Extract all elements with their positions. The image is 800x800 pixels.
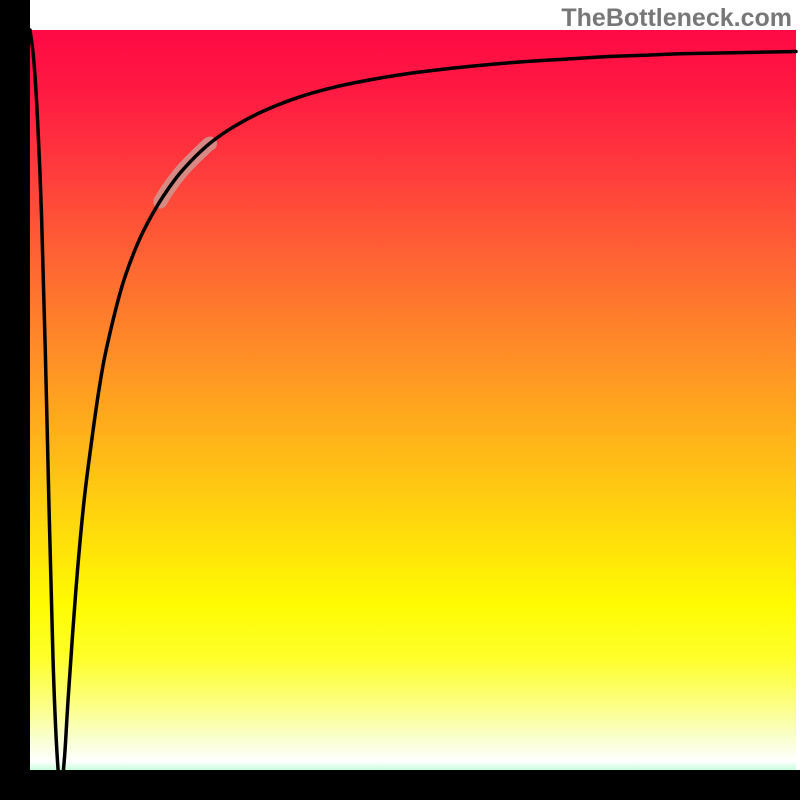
watermark-text: TheBottleneck.com [561,4,792,33]
plot-background [30,30,796,796]
x-axis [0,770,800,800]
y-axis [0,0,30,800]
bottleneck-chart [0,0,800,800]
chart-frame: TheBottleneck.com [0,0,800,800]
